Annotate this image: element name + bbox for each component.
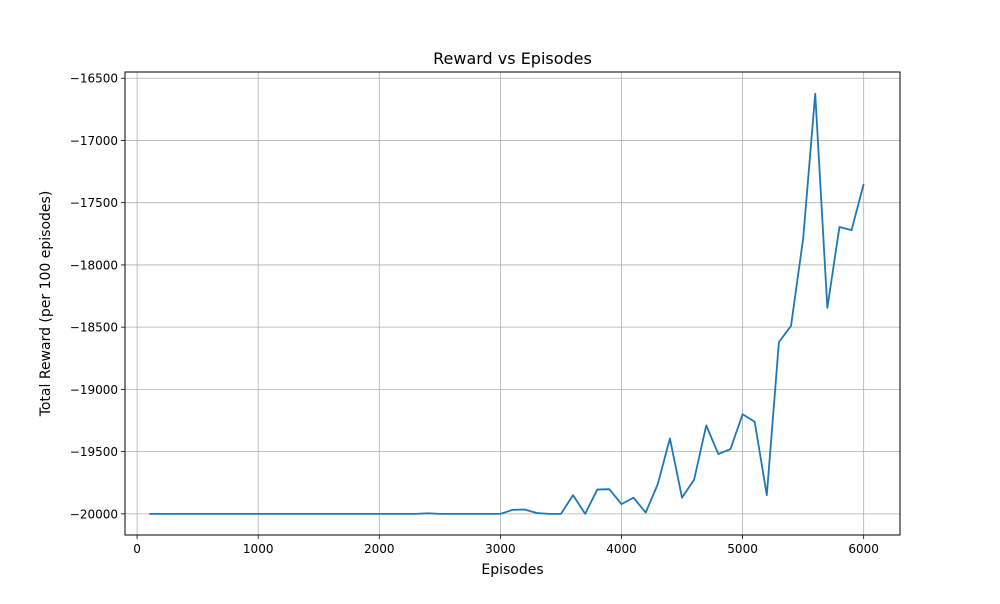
y-tick-label: −16500: [70, 72, 118, 86]
x-ticks: 0 1000 2000 3000 4000 5000 6000: [133, 535, 879, 556]
x-tick-label: 6000: [848, 542, 879, 556]
plot-frame: [124, 71, 901, 536]
y-tick-label: −19500: [70, 445, 118, 459]
series-layer: [149, 92, 865, 515]
x-tick-label: 1000: [243, 542, 274, 556]
x-tick-label: 2000: [364, 542, 395, 556]
x-tick-label: 4000: [606, 542, 637, 556]
x-tick-label: 5000: [727, 542, 758, 556]
x-tick-label: 0: [133, 542, 141, 556]
y-tick-label: −19000: [70, 383, 118, 397]
series-line: [149, 92, 865, 515]
y-axis-label: Total Reward (per 100 episodes): [38, 191, 54, 418]
chart-title: Reward vs Episodes: [433, 49, 592, 68]
y-tick-label: −18000: [70, 258, 118, 272]
x-axis-label: Episodes: [481, 562, 543, 578]
y-tick-label: −17000: [70, 134, 118, 148]
x-tick-label: 3000: [485, 542, 516, 556]
y-tick-label: −18500: [70, 321, 118, 335]
y-ticks: −20000 −19500 −19000 −18500 −18000 −17500 −170…: [70, 72, 125, 521]
y-tick-label: −20000: [70, 507, 118, 521]
y-tick-label: −17500: [70, 196, 118, 210]
